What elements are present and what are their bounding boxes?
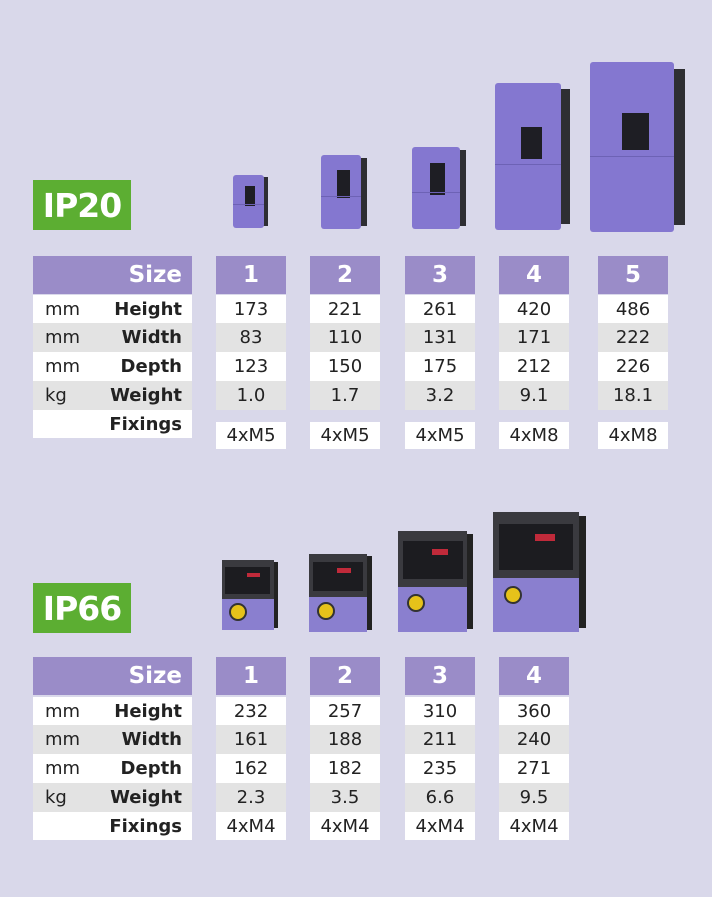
size-header-5: 5 [598,256,668,294]
spec-value: 131 [405,323,475,352]
device-image [233,175,268,228]
spec-value: 235 [405,754,475,783]
row-label-width: mm Width [33,323,192,352]
spec-value: 1.0 [216,381,286,410]
spec-value: 4xM4 [405,812,475,840]
spec-value: 420 [499,295,569,323]
spec-value: 226 [598,352,668,381]
spec-value: 240 [499,725,569,754]
spec-value: 182 [310,754,380,783]
row-label-fixings: Fixings [33,410,192,438]
size-header-2: 2 [310,657,380,695]
unit-label: mm [45,327,81,348]
spec-value: 261 [405,295,475,323]
device-image [412,147,466,229]
spec-value: 6.6 [405,783,475,812]
spec-label: Height [114,298,182,320]
spec-value: 9.5 [499,783,569,812]
spec-value: 4xM5 [405,422,475,449]
row-label-weight: kg Weight [33,783,192,812]
spec-value: 4xM4 [499,812,569,840]
spec-value: 232 [216,697,286,725]
spec-value: 257 [310,697,380,725]
spec-label: Width [121,729,182,750]
spec-value: 486 [598,295,668,323]
spec-value: 173 [216,295,286,323]
spec-value: 162 [216,754,286,783]
unit-label: mm [45,729,81,750]
section-badge: IP20 [33,180,131,230]
spec-value: 4xM5 [216,422,286,449]
size-header-label: Size [33,657,192,695]
spec-value: 310 [405,697,475,725]
spec-label: Depth [120,356,182,377]
device-image [495,83,570,230]
spec-value: 211 [405,725,475,754]
row-label-height: mm Height [33,295,192,323]
row-label-depth: mm Depth [33,352,192,381]
spec-label: Weight [110,385,182,406]
spec-value: 18.1 [598,381,668,410]
spec-label: Fixings [109,815,182,837]
device-image [321,155,367,229]
device-image [590,62,685,232]
spec-label: Fixings [109,413,182,435]
spec-value: 360 [499,697,569,725]
spec-value: 9.1 [499,381,569,410]
row-label-height: mm Height [33,697,192,725]
device-image [493,512,586,632]
spec-value: 4xM4 [216,812,286,840]
spec-value: 212 [499,352,569,381]
unit-label: mm [45,758,81,779]
section-badge: IP66 [33,583,131,633]
size-header-2: 2 [310,256,380,294]
size-header-1: 1 [216,256,286,294]
spec-value: 150 [310,352,380,381]
device-image [398,531,473,632]
spec-value: 2.3 [216,783,286,812]
unit-label: mm [45,356,81,377]
unit-label: mm [45,298,81,320]
row-label-depth: mm Depth [33,754,192,783]
spec-value: 188 [310,725,380,754]
unit-label: kg [45,385,67,406]
spec-value: 222 [598,323,668,352]
spec-label: Depth [120,758,182,779]
row-label-weight: kg Weight [33,381,192,410]
size-header-label: Size [33,256,192,294]
spec-value: 123 [216,352,286,381]
spec-label: Width [121,327,182,348]
spec-value: 4xM4 [310,812,380,840]
spec-label: Weight [110,787,182,808]
size-header-3: 3 [405,657,475,695]
spec-value: 171 [499,323,569,352]
unit-label: mm [45,700,81,722]
spec-label: Height [114,700,182,722]
spec-value: 1.7 [310,381,380,410]
row-label-fixings: Fixings [33,812,192,840]
spec-value: 271 [499,754,569,783]
unit-label: kg [45,787,67,808]
device-image [309,554,372,632]
spec-value: 221 [310,295,380,323]
spec-value: 175 [405,352,475,381]
device-image [222,560,278,630]
size-header-4: 4 [499,256,569,294]
spec-value: 3.2 [405,381,475,410]
spec-value: 83 [216,323,286,352]
spec-value: 110 [310,323,380,352]
spec-value: 4xM8 [499,422,569,449]
spec-value: 161 [216,725,286,754]
row-label-width: mm Width [33,725,192,754]
spec-value: 3.5 [310,783,380,812]
spec-value: 4xM8 [598,422,668,449]
size-header-4: 4 [499,657,569,695]
size-header-3: 3 [405,256,475,294]
size-header-1: 1 [216,657,286,695]
spec-value: 4xM5 [310,422,380,449]
